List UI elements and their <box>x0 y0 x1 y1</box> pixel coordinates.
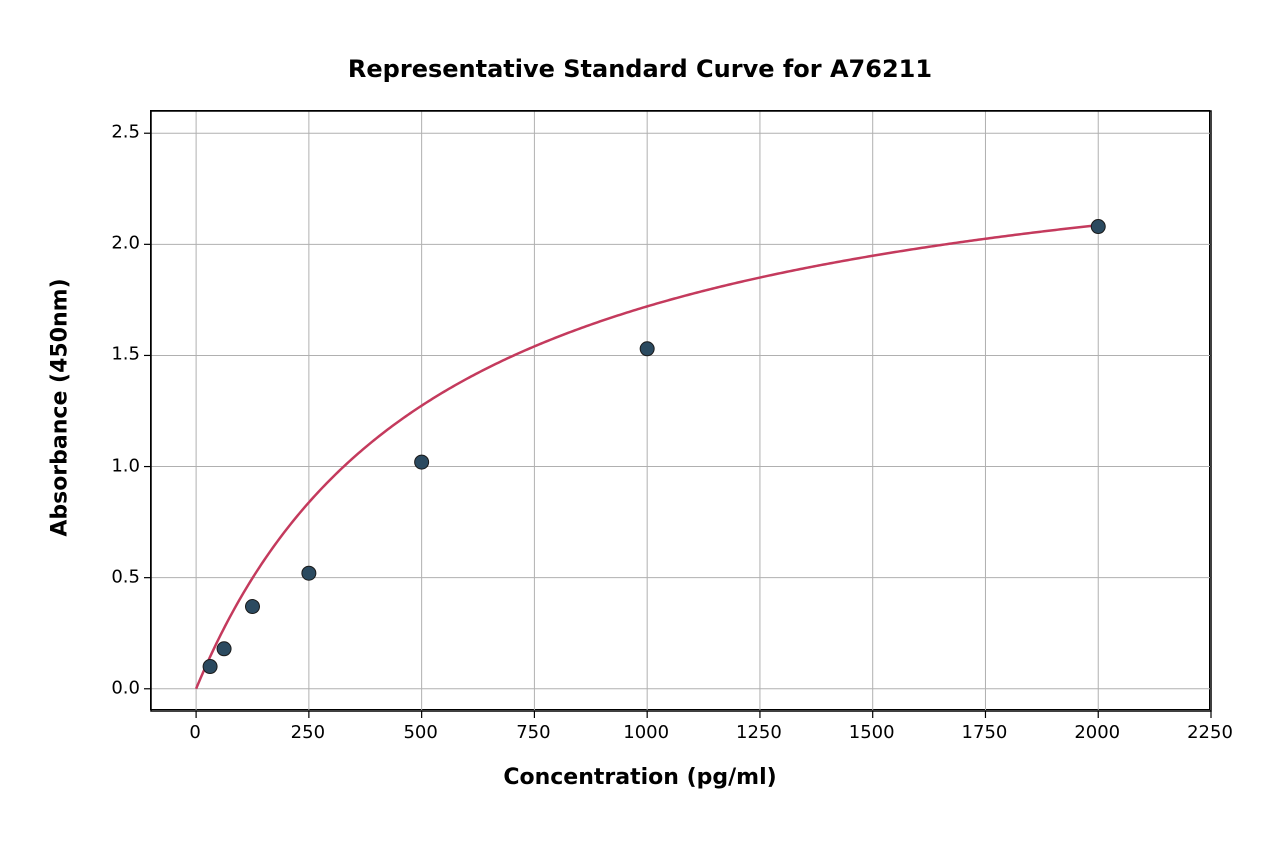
y-axis-label: Absorbance (450nm) <box>48 158 73 658</box>
data-point <box>217 642 231 656</box>
data-point <box>1091 220 1105 234</box>
x-tick-label: 2250 <box>1187 722 1233 743</box>
x-tick-label: 0 <box>189 722 200 743</box>
x-tick-label: 1250 <box>736 722 782 743</box>
x-tick-label: 500 <box>403 722 437 743</box>
data-point <box>302 566 316 580</box>
data-point <box>415 455 429 469</box>
chart-title: Representative Standard Curve for A76211 <box>0 55 1280 83</box>
x-tick-label: 750 <box>516 722 550 743</box>
plot-svg <box>151 111 1211 711</box>
data-point <box>640 342 654 356</box>
x-tick-label: 250 <box>291 722 325 743</box>
data-point <box>245 600 259 614</box>
y-tick-label: 0.0 <box>95 677 140 698</box>
standard-curve-chart: Representative Standard Curve for A76211… <box>0 0 1280 845</box>
x-tick-label: 2000 <box>1074 722 1120 743</box>
y-tick-label: 0.5 <box>95 566 140 587</box>
y-tick-label: 2.5 <box>95 122 140 143</box>
x-tick-label: 1500 <box>849 722 895 743</box>
y-tick-label: 1.0 <box>95 455 140 476</box>
x-axis-label: Concentration (pg/ml) <box>0 765 1280 790</box>
y-tick-label: 1.5 <box>95 344 140 365</box>
plot-area <box>150 110 1210 710</box>
x-tick-label: 1000 <box>623 722 669 743</box>
data-point <box>203 660 217 674</box>
x-tick-label: 1750 <box>962 722 1008 743</box>
y-tick-label: 2.0 <box>95 233 140 254</box>
